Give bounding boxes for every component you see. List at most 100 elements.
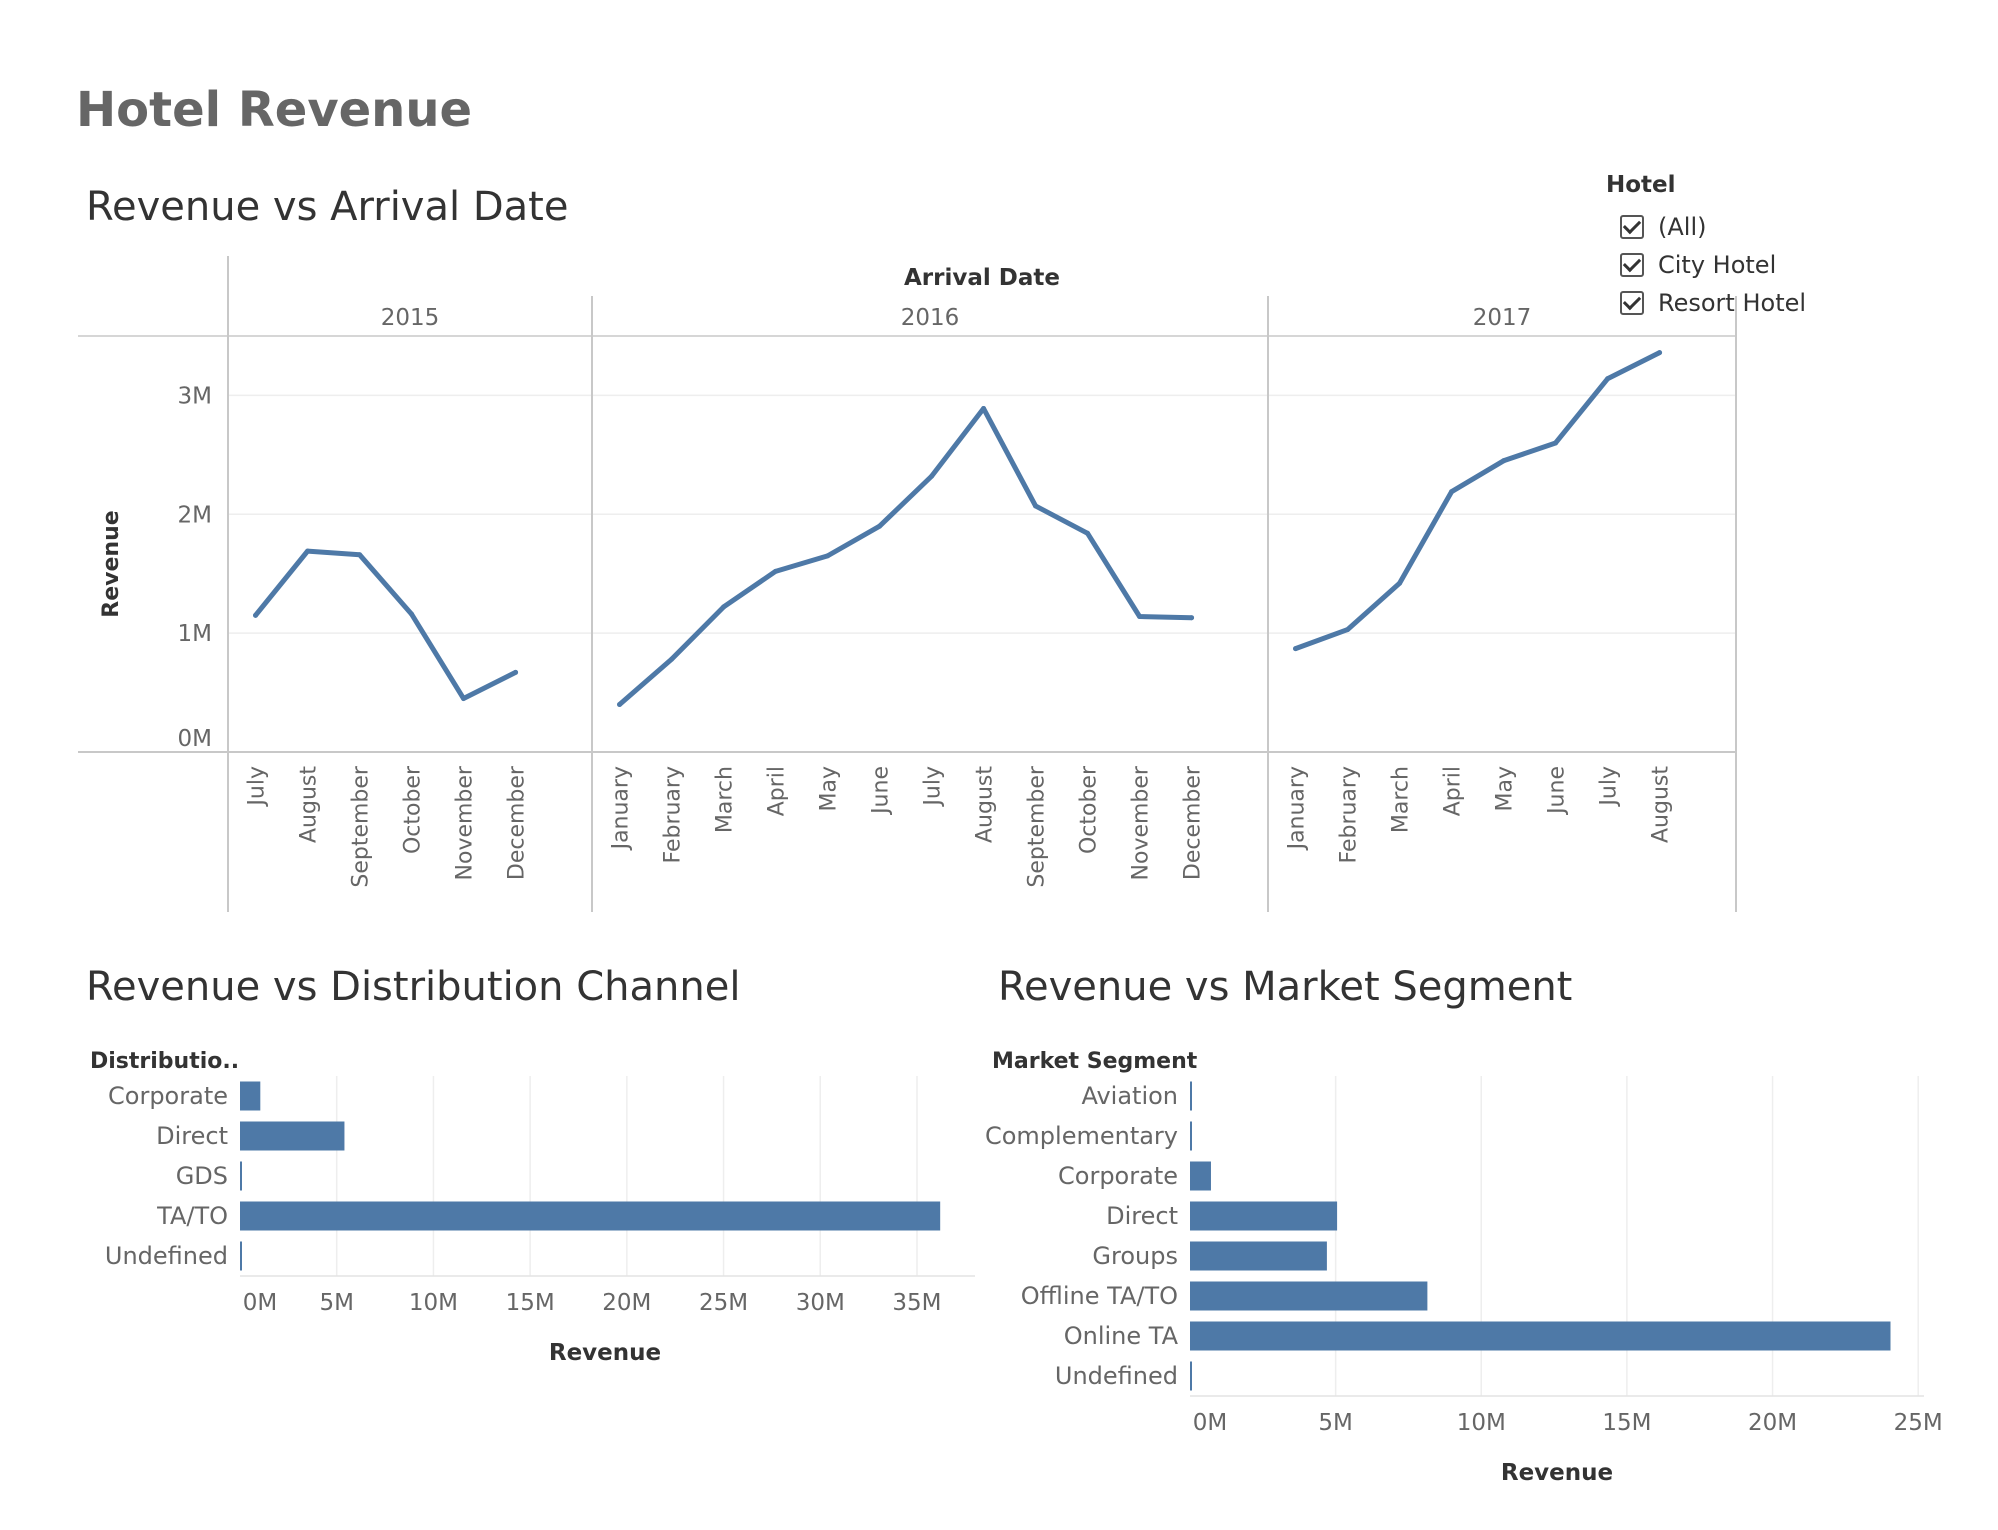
- month-tick-label: April: [1441, 766, 1466, 816]
- month-tick-label: December: [1181, 765, 1206, 880]
- checkbox-checked-icon[interactable]: [1620, 291, 1644, 315]
- bar: [1190, 1361, 1192, 1391]
- category-label: Undefined: [1055, 1362, 1178, 1390]
- revenue-line-2017: [1293, 350, 1663, 652]
- category-label: TA/TO: [156, 1202, 228, 1230]
- bar: [240, 1121, 345, 1151]
- category-label: Corporate: [1058, 1162, 1178, 1190]
- data-point: [1657, 350, 1663, 356]
- bar: [1190, 1081, 1192, 1111]
- month-tick-label: August: [973, 766, 998, 843]
- category-header: Distributio..: [90, 1049, 239, 1074]
- y-tick-label: 3M: [178, 383, 212, 409]
- month-tick-label: November: [1129, 765, 1154, 880]
- bar: [1190, 1201, 1338, 1231]
- x-tick-label: 15M: [1602, 1410, 1651, 1436]
- x-tick-label: 5M: [319, 1290, 353, 1316]
- month-tick-label: March: [713, 766, 738, 833]
- month-tick-label: October: [401, 765, 426, 854]
- bar: [1190, 1241, 1327, 1271]
- data-point: [1085, 530, 1091, 536]
- category-label: Aviation: [1081, 1082, 1178, 1110]
- bar: [240, 1241, 242, 1271]
- revenue-line-2016: [617, 406, 1195, 707]
- category-label: Corporate: [108, 1082, 228, 1110]
- data-point: [1449, 489, 1455, 495]
- month-tick-label: June: [869, 766, 894, 816]
- data-point: [929, 473, 935, 479]
- category-label: Offline TA/TO: [1021, 1282, 1178, 1310]
- month-tick-label: September: [1025, 765, 1050, 888]
- filter-option-resort-hotel[interactable]: Resort Hotel: [1606, 284, 1806, 322]
- checkbox-checked-icon[interactable]: [1620, 215, 1644, 239]
- hotel-filter-title: Hotel: [1606, 172, 1676, 198]
- month-tick-label: December: [505, 765, 530, 880]
- x-tick-label: 20M: [602, 1290, 651, 1316]
- x-tick-label: 25M: [1894, 1410, 1943, 1436]
- bar: [240, 1081, 261, 1111]
- data-point: [981, 406, 987, 412]
- data-point: [1397, 580, 1403, 586]
- filter-option-all[interactable]: (All): [1606, 208, 1806, 246]
- x-axis-title: Revenue: [549, 1340, 661, 1366]
- x-tick-label: 30M: [796, 1290, 845, 1316]
- y-tick-label: 1M: [178, 621, 212, 647]
- category-label: GDS: [176, 1162, 228, 1190]
- month-tick-label: January: [1285, 766, 1310, 851]
- x-tick-label: 0M: [1193, 1410, 1227, 1436]
- month-tick-label: July: [245, 766, 270, 808]
- market-segment-bar-chart: 0M 5M 10M 15M 20M 25M Revenue Market Segment Avi…: [985, 1049, 1943, 1486]
- month-tick-label: July: [921, 766, 946, 808]
- month-tick-label: October: [1077, 765, 1102, 854]
- bar: [1190, 1281, 1428, 1311]
- data-point: [1553, 440, 1559, 446]
- x-axis-title: Revenue: [1501, 1460, 1613, 1486]
- month-tick-label: November: [453, 765, 478, 880]
- checkbox-checked-icon[interactable]: [1620, 253, 1644, 277]
- data-point: [1293, 646, 1299, 652]
- category-label: Direct: [1106, 1202, 1178, 1230]
- data-point: [409, 611, 415, 617]
- month-tick-label: August: [297, 766, 322, 843]
- filter-option-city-hotel[interactable]: City Hotel: [1606, 246, 1806, 284]
- bar: [1190, 1121, 1192, 1151]
- revenue-line-2015: [253, 548, 519, 702]
- month-tick-label: March: [1389, 766, 1414, 833]
- y-axis-title: Revenue: [99, 510, 124, 617]
- month-tick-label: August: [1649, 766, 1674, 843]
- data-point: [773, 568, 779, 574]
- distribution-chart-title: Revenue vs Distribution Channel: [86, 964, 741, 1010]
- data-point: [721, 604, 727, 610]
- data-point: [305, 548, 311, 554]
- distribution-channel-bar-chart: 0M 5M 10M 15M 20M 25M 30M 35M Revenue Distributio…: [90, 1049, 975, 1366]
- y-tick-label: 2M: [178, 502, 212, 528]
- category-label: Complementary: [985, 1122, 1178, 1150]
- x-tick-label: 25M: [699, 1290, 748, 1316]
- month-tick-label: May: [1493, 766, 1518, 811]
- data-point: [825, 553, 831, 559]
- x-tick-label: 10M: [1457, 1410, 1506, 1436]
- data-point: [1345, 627, 1351, 633]
- filter-option-label: (All): [1658, 213, 1707, 241]
- month-tick-label: February: [1337, 766, 1362, 864]
- column-header-title: Arrival Date: [904, 265, 1060, 291]
- month-tick-label: April: [765, 766, 790, 816]
- data-point: [1137, 614, 1143, 620]
- data-point: [1189, 615, 1195, 621]
- bar: [1190, 1161, 1211, 1191]
- month-tick-label: June: [1545, 766, 1570, 816]
- bar: [1190, 1321, 1891, 1351]
- data-point: [461, 696, 467, 702]
- data-point: [617, 701, 623, 707]
- y-tick-label: 0M: [178, 726, 212, 752]
- dashboard-title: Hotel Revenue: [76, 82, 473, 138]
- month-tick-label: May: [817, 766, 842, 811]
- filter-option-label: City Hotel: [1658, 251, 1777, 279]
- data-point: [253, 612, 259, 618]
- category-label: Direct: [156, 1122, 228, 1150]
- data-point: [1033, 503, 1039, 509]
- bar: [240, 1161, 242, 1191]
- category-label: Undefined: [105, 1242, 228, 1270]
- year-header: 2015: [381, 305, 440, 331]
